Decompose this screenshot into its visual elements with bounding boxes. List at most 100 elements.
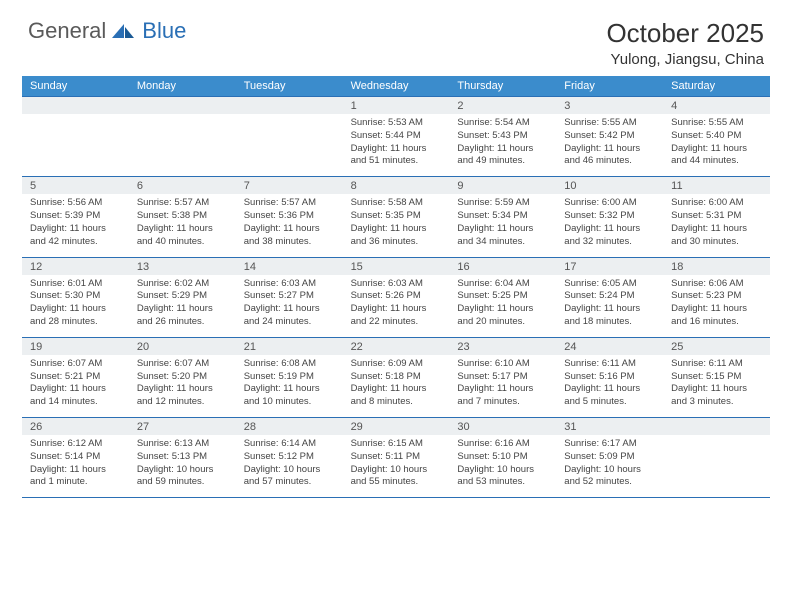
- details-row: Sunrise: 6:12 AMSunset: 5:14 PMDaylight:…: [22, 435, 770, 498]
- sunrise-text: Sunrise: 6:12 AM: [30, 438, 121, 451]
- sunset-text: Sunset: 5:32 PM: [564, 210, 655, 223]
- daylight-text: Daylight: 11 hours and 49 minutes.: [457, 143, 548, 169]
- sunrise-text: Sunrise: 6:11 AM: [671, 358, 762, 371]
- sunset-text: Sunset: 5:26 PM: [351, 290, 442, 303]
- daynum-row: 567891011: [22, 176, 770, 194]
- day-details: [129, 114, 236, 176]
- day-details: Sunrise: 6:03 AMSunset: 5:26 PMDaylight:…: [343, 275, 450, 337]
- day-number: [129, 97, 236, 114]
- daylight-text: Daylight: 11 hours and 3 minutes.: [671, 383, 762, 409]
- day-details: [236, 114, 343, 176]
- sunset-text: Sunset: 5:21 PM: [30, 371, 121, 384]
- weekday-header: Tuesday: [236, 76, 343, 96]
- day-number: 10: [556, 177, 663, 194]
- sunset-text: Sunset: 5:34 PM: [457, 210, 548, 223]
- daynum-row: 1234: [22, 96, 770, 114]
- sunset-text: Sunset: 5:43 PM: [457, 130, 548, 143]
- sunset-text: Sunset: 5:16 PM: [564, 371, 655, 384]
- day-details: Sunrise: 6:07 AMSunset: 5:20 PMDaylight:…: [129, 355, 236, 417]
- day-number: 23: [449, 338, 556, 355]
- sunrise-text: Sunrise: 6:15 AM: [351, 438, 442, 451]
- sunrise-text: Sunrise: 5:58 AM: [351, 197, 442, 210]
- sunrise-text: Sunrise: 6:10 AM: [457, 358, 548, 371]
- daylight-text: Daylight: 10 hours and 59 minutes.: [137, 464, 228, 490]
- weekday-header: Saturday: [663, 76, 770, 96]
- sunrise-text: Sunrise: 5:56 AM: [30, 197, 121, 210]
- daylight-text: Daylight: 11 hours and 18 minutes.: [564, 303, 655, 329]
- logo: General Blue: [28, 18, 186, 44]
- day-number: 13: [129, 258, 236, 275]
- day-number: 17: [556, 258, 663, 275]
- day-number: 21: [236, 338, 343, 355]
- sail-icon: [110, 22, 138, 40]
- daylight-text: Daylight: 11 hours and 36 minutes.: [351, 223, 442, 249]
- sunrise-text: Sunrise: 5:53 AM: [351, 117, 442, 130]
- day-number: 11: [663, 177, 770, 194]
- day-details: Sunrise: 6:08 AMSunset: 5:19 PMDaylight:…: [236, 355, 343, 417]
- daylight-text: Daylight: 11 hours and 51 minutes.: [351, 143, 442, 169]
- day-details: Sunrise: 6:13 AMSunset: 5:13 PMDaylight:…: [129, 435, 236, 497]
- day-details: Sunrise: 6:11 AMSunset: 5:16 PMDaylight:…: [556, 355, 663, 417]
- day-details: Sunrise: 6:12 AMSunset: 5:14 PMDaylight:…: [22, 435, 129, 497]
- logo-text-blue: Blue: [142, 18, 186, 44]
- sunset-text: Sunset: 5:36 PM: [244, 210, 335, 223]
- day-details: Sunrise: 6:03 AMSunset: 5:27 PMDaylight:…: [236, 275, 343, 337]
- sunrise-text: Sunrise: 6:17 AM: [564, 438, 655, 451]
- daylight-text: Daylight: 11 hours and 34 minutes.: [457, 223, 548, 249]
- day-number: 30: [449, 418, 556, 435]
- day-number: [663, 418, 770, 435]
- weekday-header: Thursday: [449, 76, 556, 96]
- daylight-text: Daylight: 11 hours and 32 minutes.: [564, 223, 655, 249]
- sunrise-text: Sunrise: 5:54 AM: [457, 117, 548, 130]
- day-number: [22, 97, 129, 114]
- daylight-text: Daylight: 11 hours and 24 minutes.: [244, 303, 335, 329]
- day-details: Sunrise: 6:04 AMSunset: 5:25 PMDaylight:…: [449, 275, 556, 337]
- daylight-text: Daylight: 11 hours and 40 minutes.: [137, 223, 228, 249]
- sunrise-text: Sunrise: 5:55 AM: [671, 117, 762, 130]
- sunset-text: Sunset: 5:20 PM: [137, 371, 228, 384]
- daynum-row: 262728293031: [22, 417, 770, 435]
- day-number: 14: [236, 258, 343, 275]
- sunrise-text: Sunrise: 6:14 AM: [244, 438, 335, 451]
- details-row: Sunrise: 6:07 AMSunset: 5:21 PMDaylight:…: [22, 355, 770, 417]
- daylight-text: Daylight: 11 hours and 5 minutes.: [564, 383, 655, 409]
- sunrise-text: Sunrise: 6:06 AM: [671, 278, 762, 291]
- sunrise-text: Sunrise: 6:11 AM: [564, 358, 655, 371]
- sunrise-text: Sunrise: 6:09 AM: [351, 358, 442, 371]
- sunrise-text: Sunrise: 6:05 AM: [564, 278, 655, 291]
- daylight-text: Daylight: 11 hours and 14 minutes.: [30, 383, 121, 409]
- daylight-text: Daylight: 11 hours and 16 minutes.: [671, 303, 762, 329]
- sunset-text: Sunset: 5:35 PM: [351, 210, 442, 223]
- sunrise-text: Sunrise: 6:00 AM: [671, 197, 762, 210]
- sunset-text: Sunset: 5:29 PM: [137, 290, 228, 303]
- sunset-text: Sunset: 5:31 PM: [671, 210, 762, 223]
- day-details: Sunrise: 6:09 AMSunset: 5:18 PMDaylight:…: [343, 355, 450, 417]
- day-details: Sunrise: 6:15 AMSunset: 5:11 PMDaylight:…: [343, 435, 450, 497]
- sunset-text: Sunset: 5:13 PM: [137, 451, 228, 464]
- daylight-text: Daylight: 11 hours and 26 minutes.: [137, 303, 228, 329]
- sunrise-text: Sunrise: 6:07 AM: [137, 358, 228, 371]
- sunset-text: Sunset: 5:38 PM: [137, 210, 228, 223]
- day-number: 16: [449, 258, 556, 275]
- sunset-text: Sunset: 5:12 PM: [244, 451, 335, 464]
- sunrise-text: Sunrise: 5:57 AM: [137, 197, 228, 210]
- sunrise-text: Sunrise: 6:04 AM: [457, 278, 548, 291]
- day-details: Sunrise: 5:57 AMSunset: 5:36 PMDaylight:…: [236, 194, 343, 256]
- sunset-text: Sunset: 5:24 PM: [564, 290, 655, 303]
- daylight-text: Daylight: 11 hours and 30 minutes.: [671, 223, 762, 249]
- day-details: Sunrise: 5:54 AMSunset: 5:43 PMDaylight:…: [449, 114, 556, 176]
- sunset-text: Sunset: 5:30 PM: [30, 290, 121, 303]
- calendar: Sunday Monday Tuesday Wednesday Thursday…: [0, 76, 792, 498]
- day-number: 29: [343, 418, 450, 435]
- sunset-text: Sunset: 5:39 PM: [30, 210, 121, 223]
- day-number: 15: [343, 258, 450, 275]
- day-number: 4: [663, 97, 770, 114]
- sunrise-text: Sunrise: 6:03 AM: [351, 278, 442, 291]
- day-details: Sunrise: 6:10 AMSunset: 5:17 PMDaylight:…: [449, 355, 556, 417]
- sunrise-text: Sunrise: 5:57 AM: [244, 197, 335, 210]
- sunrise-text: Sunrise: 6:07 AM: [30, 358, 121, 371]
- sunrise-text: Sunrise: 6:02 AM: [137, 278, 228, 291]
- day-details: Sunrise: 6:02 AMSunset: 5:29 PMDaylight:…: [129, 275, 236, 337]
- weekday-header: Wednesday: [343, 76, 450, 96]
- day-number: 19: [22, 338, 129, 355]
